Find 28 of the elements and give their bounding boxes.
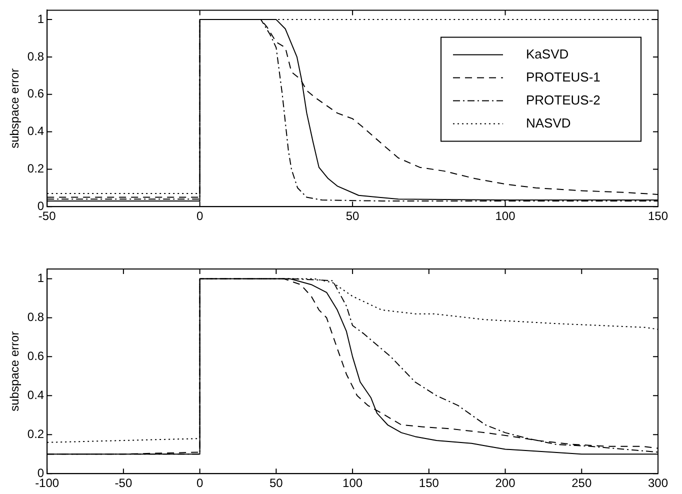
y-tick-label: 0.2 xyxy=(27,426,44,441)
x-tick-label: 50 xyxy=(346,209,360,224)
y-tick-label: 0.2 xyxy=(27,162,44,176)
y-axis-title: subspace error xyxy=(8,68,22,148)
x-tick-label: 300 xyxy=(648,476,668,490)
x-tick-label: 100 xyxy=(342,476,363,490)
x-tick-label: 100 xyxy=(495,209,516,224)
y-tick-label: 0.4 xyxy=(27,388,44,402)
legend-label: KaSVD xyxy=(526,46,569,62)
x-tick-label: 250 xyxy=(572,476,592,490)
x-tick-label: 50 xyxy=(269,476,284,490)
legend-label: PROTEUS-2 xyxy=(526,92,600,108)
x-tick-label: 0 xyxy=(196,209,204,224)
y-tick-label: 0.4 xyxy=(27,124,44,138)
y-tick-label: 0.6 xyxy=(27,349,44,363)
x-tick-label: 200 xyxy=(495,476,516,490)
legend-label: PROTEUS-1 xyxy=(526,69,600,84)
x-tick-label: 0 xyxy=(196,476,204,490)
y-tick-label: 0.8 xyxy=(27,49,44,64)
y-axis-title: subspace error xyxy=(8,331,22,412)
x-tick-label: -50 xyxy=(114,476,132,490)
y-tick-label: 1 xyxy=(37,12,44,26)
x-tick-label: 150 xyxy=(648,209,668,224)
x-tick-label: 150 xyxy=(418,476,440,490)
y-tick-label: 0.8 xyxy=(27,310,44,324)
legend-label: NASVD xyxy=(526,115,571,130)
y-tick-label: 0.6 xyxy=(27,86,44,101)
y-tick-label: 1 xyxy=(37,271,44,286)
